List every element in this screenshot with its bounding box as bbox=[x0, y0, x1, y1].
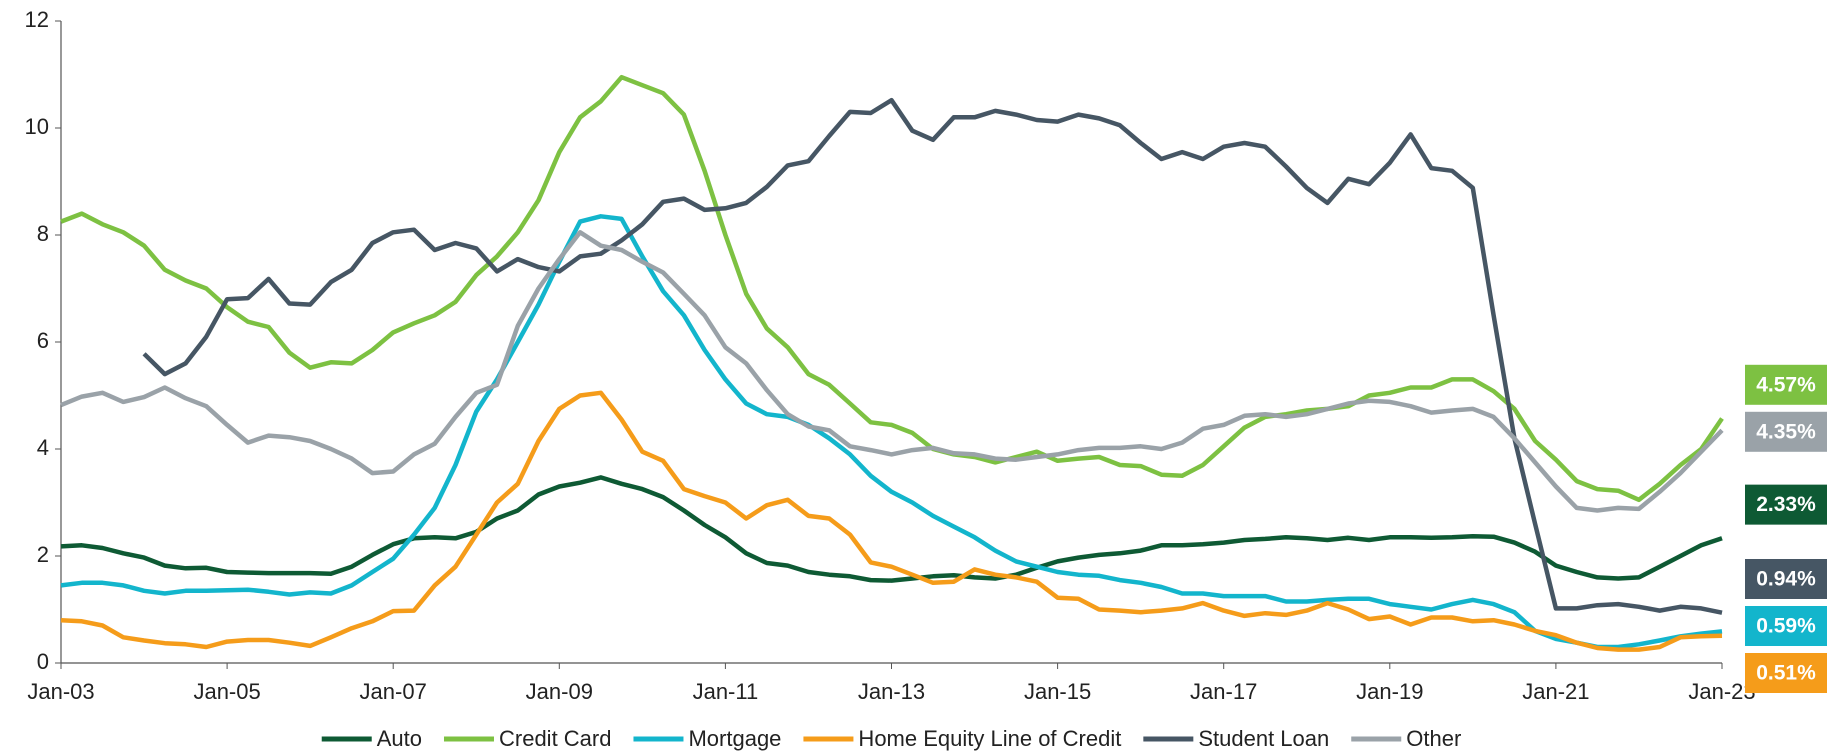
legend-label: Credit Card bbox=[499, 726, 611, 751]
end-label: 0.94% bbox=[1756, 568, 1816, 591]
y-tick-label: 12 bbox=[25, 7, 49, 32]
legend-label: Student Loan bbox=[1198, 726, 1329, 751]
series-line bbox=[60, 390, 1723, 652]
y-tick-label: 2 bbox=[37, 542, 49, 567]
series-line bbox=[60, 74, 1724, 503]
end-label-box bbox=[1745, 484, 1827, 525]
series-line bbox=[60, 475, 1723, 583]
y-tick-label: 8 bbox=[37, 221, 49, 246]
x-tick-label: Jan-23 bbox=[1688, 679, 1755, 704]
end-label-box bbox=[1745, 559, 1827, 599]
end-label-box bbox=[1745, 606, 1827, 646]
y-tick-label: 10 bbox=[25, 114, 49, 139]
legend: Auto Credit Card Mortgage Home Equity Line … bbox=[321, 726, 1461, 751]
end-label: 0.59% bbox=[1756, 615, 1816, 638]
legend-label: Mortgage bbox=[688, 726, 781, 751]
legend-label: Other bbox=[1406, 726, 1461, 751]
x-tick-label: Jan-13 bbox=[858, 679, 925, 704]
legend-label: Home Equity Line of Credit bbox=[858, 726, 1121, 751]
series-line bbox=[142, 97, 1723, 615]
end-label: 4.57% bbox=[1756, 373, 1816, 396]
y-tick-label: 0 bbox=[37, 649, 49, 674]
x-tick-label: Jan-11 bbox=[693, 679, 759, 704]
x-tick-label: Jan-07 bbox=[360, 679, 427, 704]
end-label-box bbox=[1745, 411, 1827, 452]
x-tick-label: Jan-19 bbox=[1356, 679, 1423, 704]
series-line bbox=[60, 214, 1723, 650]
end-label: 2.33% bbox=[1756, 493, 1816, 516]
y-tick-label: 4 bbox=[37, 435, 49, 460]
end-label: 4.35% bbox=[1756, 420, 1816, 443]
x-tick-label: Jan-15 bbox=[1024, 679, 1091, 704]
legend-label: Auto bbox=[377, 726, 422, 751]
end-label-box bbox=[1745, 364, 1827, 405]
x-tick-label: Jan-09 bbox=[526, 679, 593, 704]
x-tick-label: Jan-05 bbox=[193, 679, 260, 704]
y-tick-label: 6 bbox=[37, 328, 49, 353]
series-line bbox=[60, 230, 1724, 513]
x-tick-label: Jan-03 bbox=[27, 679, 94, 704]
x-tick-label: Jan-17 bbox=[1190, 679, 1257, 704]
end-label-box bbox=[1745, 653, 1827, 693]
x-tick-label: Jan-21 bbox=[1522, 679, 1589, 704]
end-label: 0.51% bbox=[1756, 662, 1816, 685]
